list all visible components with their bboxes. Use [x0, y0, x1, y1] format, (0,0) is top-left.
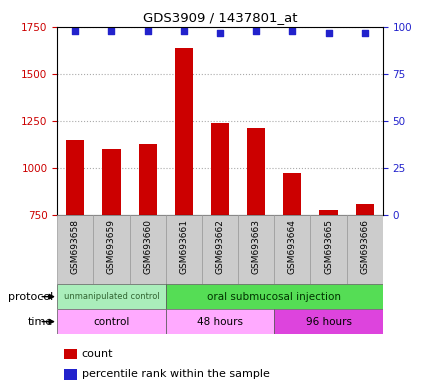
- Bar: [139, 144, 157, 215]
- Bar: [274, 215, 311, 284]
- Point: [325, 30, 332, 36]
- Bar: [166, 309, 274, 334]
- Text: oral submucosal injection: oral submucosal injection: [207, 291, 341, 302]
- Text: GSM693662: GSM693662: [216, 219, 224, 273]
- Text: time: time: [28, 316, 53, 327]
- Bar: [103, 149, 121, 215]
- Point: [72, 28, 79, 34]
- Text: GSM693661: GSM693661: [180, 218, 188, 274]
- Bar: [93, 215, 129, 284]
- Bar: [283, 173, 301, 215]
- Bar: [319, 210, 337, 215]
- Bar: [129, 215, 166, 284]
- Bar: [66, 140, 84, 215]
- Text: GSM693664: GSM693664: [288, 219, 297, 273]
- Bar: [347, 215, 383, 284]
- Point: [144, 28, 151, 34]
- Text: GSM693665: GSM693665: [324, 218, 333, 274]
- Point: [253, 28, 260, 34]
- Text: GSM693659: GSM693659: [107, 218, 116, 274]
- Bar: [57, 284, 166, 309]
- Bar: [274, 309, 383, 334]
- Text: percentile rank within the sample: percentile rank within the sample: [82, 369, 269, 379]
- Bar: [175, 48, 193, 215]
- Bar: [166, 215, 202, 284]
- Text: unmanipulated control: unmanipulated control: [64, 292, 159, 301]
- Point: [289, 28, 296, 34]
- Point: [180, 28, 187, 34]
- Text: GSM693658: GSM693658: [71, 218, 80, 274]
- Bar: [57, 215, 93, 284]
- Title: GDS3909 / 1437801_at: GDS3909 / 1437801_at: [143, 11, 297, 24]
- Bar: [247, 127, 265, 215]
- Point: [361, 30, 368, 36]
- Point: [108, 28, 115, 34]
- Text: protocol: protocol: [7, 291, 53, 302]
- Bar: [311, 215, 347, 284]
- Text: 96 hours: 96 hours: [305, 316, 352, 327]
- Text: 48 hours: 48 hours: [197, 316, 243, 327]
- Bar: [57, 309, 166, 334]
- Text: count: count: [82, 349, 113, 359]
- Bar: [166, 284, 383, 309]
- Point: [216, 30, 224, 36]
- Text: GSM693666: GSM693666: [360, 218, 369, 274]
- Text: GSM693660: GSM693660: [143, 218, 152, 274]
- Bar: [238, 215, 274, 284]
- Bar: [64, 349, 77, 359]
- Bar: [211, 123, 229, 215]
- Bar: [64, 369, 77, 379]
- Bar: [202, 215, 238, 284]
- Text: control: control: [93, 316, 130, 327]
- Text: GSM693663: GSM693663: [252, 218, 260, 274]
- Bar: [356, 204, 374, 215]
